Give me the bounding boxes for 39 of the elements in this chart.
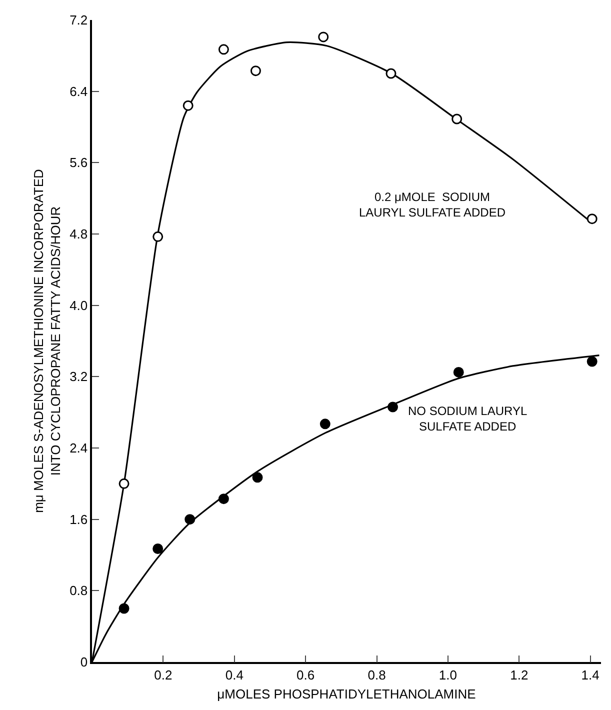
- x-tick-label: 1.2: [510, 667, 528, 682]
- point: [118, 603, 130, 614]
- point: [152, 544, 164, 554]
- y-tick-label: 1.6: [70, 512, 88, 527]
- y-tick-label: 4.8: [70, 226, 88, 242]
- point: [586, 214, 598, 224]
- x-tick-label: 0.8: [368, 667, 386, 682]
- y-tick-label: 4.0: [70, 298, 88, 313]
- series-label: NO SODIUM LAURYL SULFATE ADDED: [408, 404, 528, 434]
- point: [218, 44, 229, 55]
- point: [250, 66, 261, 76]
- point: [586, 356, 598, 367]
- point: [252, 472, 263, 483]
- point: [118, 478, 130, 489]
- point: [320, 418, 330, 430]
- point: [452, 114, 462, 124]
- point: [218, 494, 229, 504]
- x-tick-label: 0.6: [296, 667, 315, 682]
- y-tick-label: 5.6: [70, 155, 88, 170]
- point: [318, 32, 329, 42]
- point: [388, 402, 398, 412]
- x-tick-label: 1.4: [581, 667, 600, 682]
- y-axis-title: mμ MOLES S-ADENOSYLMETHIONINE INCORPORATED INTO CYCLOPROPANE FATTY ACIDS/HOUR: [31, 169, 64, 513]
- x-tick-label: 1.0: [438, 667, 457, 682]
- y-tick-label: 7.2: [70, 12, 88, 28]
- x-tick-label: 0.2: [154, 667, 172, 682]
- point: [453, 366, 464, 378]
- point: [182, 100, 194, 111]
- y-tick-label: 6.4: [70, 84, 88, 99]
- point: [152, 231, 164, 242]
- point: [386, 68, 396, 79]
- y-tick-label: 0: [80, 654, 88, 670]
- text: 0.2 μMOLE SODIUM LAURYL SULFATE ADDED: [359, 190, 506, 220]
- y-tick-label: 3.2: [70, 369, 88, 384]
- point: [184, 514, 196, 525]
- y-tick-label: 2.4: [70, 440, 88, 456]
- x-axis-title: μMOLES PHOSPHATIDYLETHANOLAMINE: [217, 686, 476, 702]
- x-tick-label: 0.4: [225, 667, 244, 682]
- y-tick-label: 0.8: [70, 583, 88, 598]
